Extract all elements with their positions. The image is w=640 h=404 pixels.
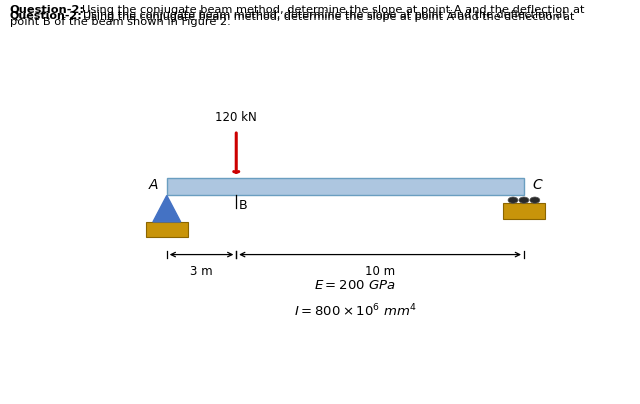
Bar [167, 178, 524, 196]
Text: Using the conjugate beam method, determine the slope at point A and the deflecti: Using the conjugate beam method, determi… [82, 5, 584, 15]
Text: Using the conjugate beam method, determine the slope at point Ä and the deflecti: Using the conjugate beam method, determi… [83, 10, 575, 22]
Circle shape [530, 197, 540, 203]
Polygon shape [153, 196, 180, 222]
Text: $E = 200\ GPa$: $E = 200\ GPa$ [314, 279, 396, 292]
Text: A: A [148, 178, 158, 192]
Text: $I = 800 \times 10^6\ mm^4$: $I = 800 \times 10^6\ mm^4$ [294, 302, 417, 319]
Bar [146, 222, 188, 238]
Bar [503, 203, 545, 219]
Circle shape [508, 197, 518, 203]
Text: B: B [239, 199, 247, 212]
Text: Question-2:: Question-2: [10, 10, 83, 20]
Text: 10 m: 10 m [365, 265, 395, 278]
Text: Question-2:: Question-2: [10, 5, 84, 15]
Circle shape [519, 197, 529, 203]
Text: C: C [533, 178, 543, 192]
Text: Using the conjugate beam method, determine the slope at point ​ and the deflecti: Using the conjugate beam method, determi… [83, 10, 567, 20]
Text: 120 kN: 120 kN [216, 111, 257, 124]
Text: point B of the beam shown in Figure 2.: point B of the beam shown in Figure 2. [10, 17, 230, 27]
Text: 3 m: 3 m [190, 265, 213, 278]
